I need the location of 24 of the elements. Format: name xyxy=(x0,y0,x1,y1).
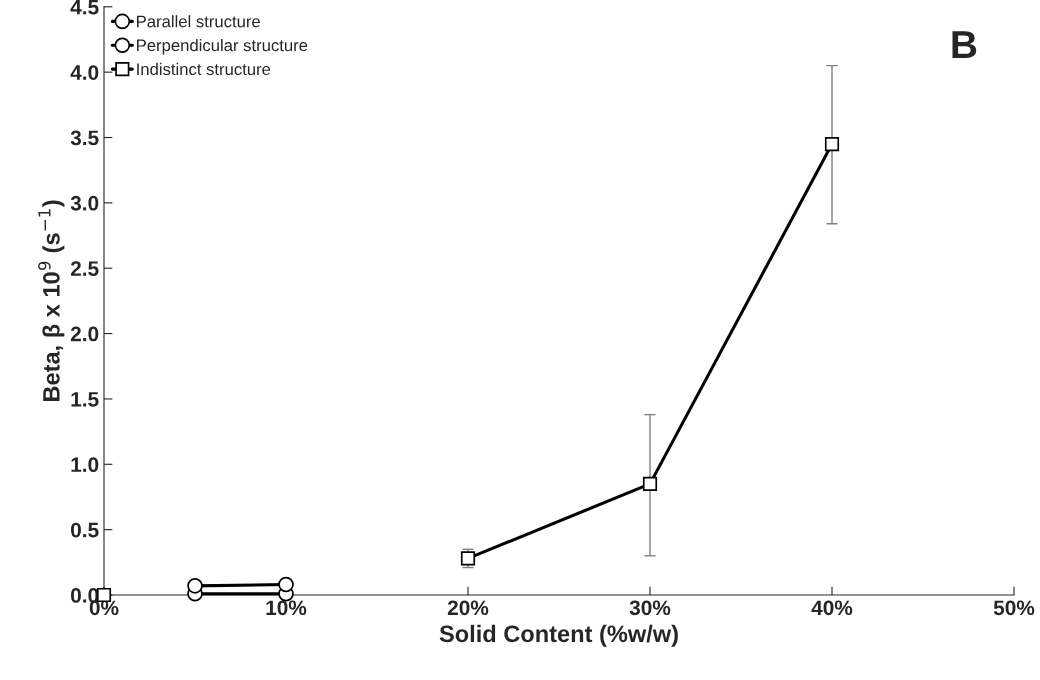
x-tick-label: 40% xyxy=(811,600,853,616)
point xyxy=(187,578,203,594)
x-tick-label: 20% xyxy=(447,600,489,616)
y-tick-label: 0.5 xyxy=(71,522,99,538)
y-tick-label: 1.0 xyxy=(71,457,99,473)
x-axis-title: Solid Content (%w/w) xyxy=(439,624,678,647)
point xyxy=(642,476,658,491)
x-tick-label: 10% xyxy=(266,600,307,616)
point xyxy=(824,136,840,152)
legend-label: Indistinct structure xyxy=(137,62,271,76)
x-tick-label: 50% xyxy=(993,600,1035,616)
annotation: B xyxy=(952,31,977,59)
y-tick-label: 2.0 xyxy=(70,326,99,342)
legend-label: Perpendicular structure xyxy=(137,39,308,55)
y-tick-label: 1.5 xyxy=(71,392,99,407)
point xyxy=(278,576,294,593)
y-tick-label: 3.0 xyxy=(70,195,99,211)
y-tick-label: 4.5 xyxy=(70,0,99,15)
y-tick-label: 4.0 xyxy=(70,65,99,80)
legend-label: Parallel structure xyxy=(137,15,260,28)
x-tick-label: 30% xyxy=(629,600,671,616)
y-tick-label: 3.5 xyxy=(70,130,99,146)
y-axis-title: Beta, β x 10$^{9}$ (s$^{−1}$) xyxy=(38,200,65,401)
y-tick-label: 2.5 xyxy=(70,261,99,276)
